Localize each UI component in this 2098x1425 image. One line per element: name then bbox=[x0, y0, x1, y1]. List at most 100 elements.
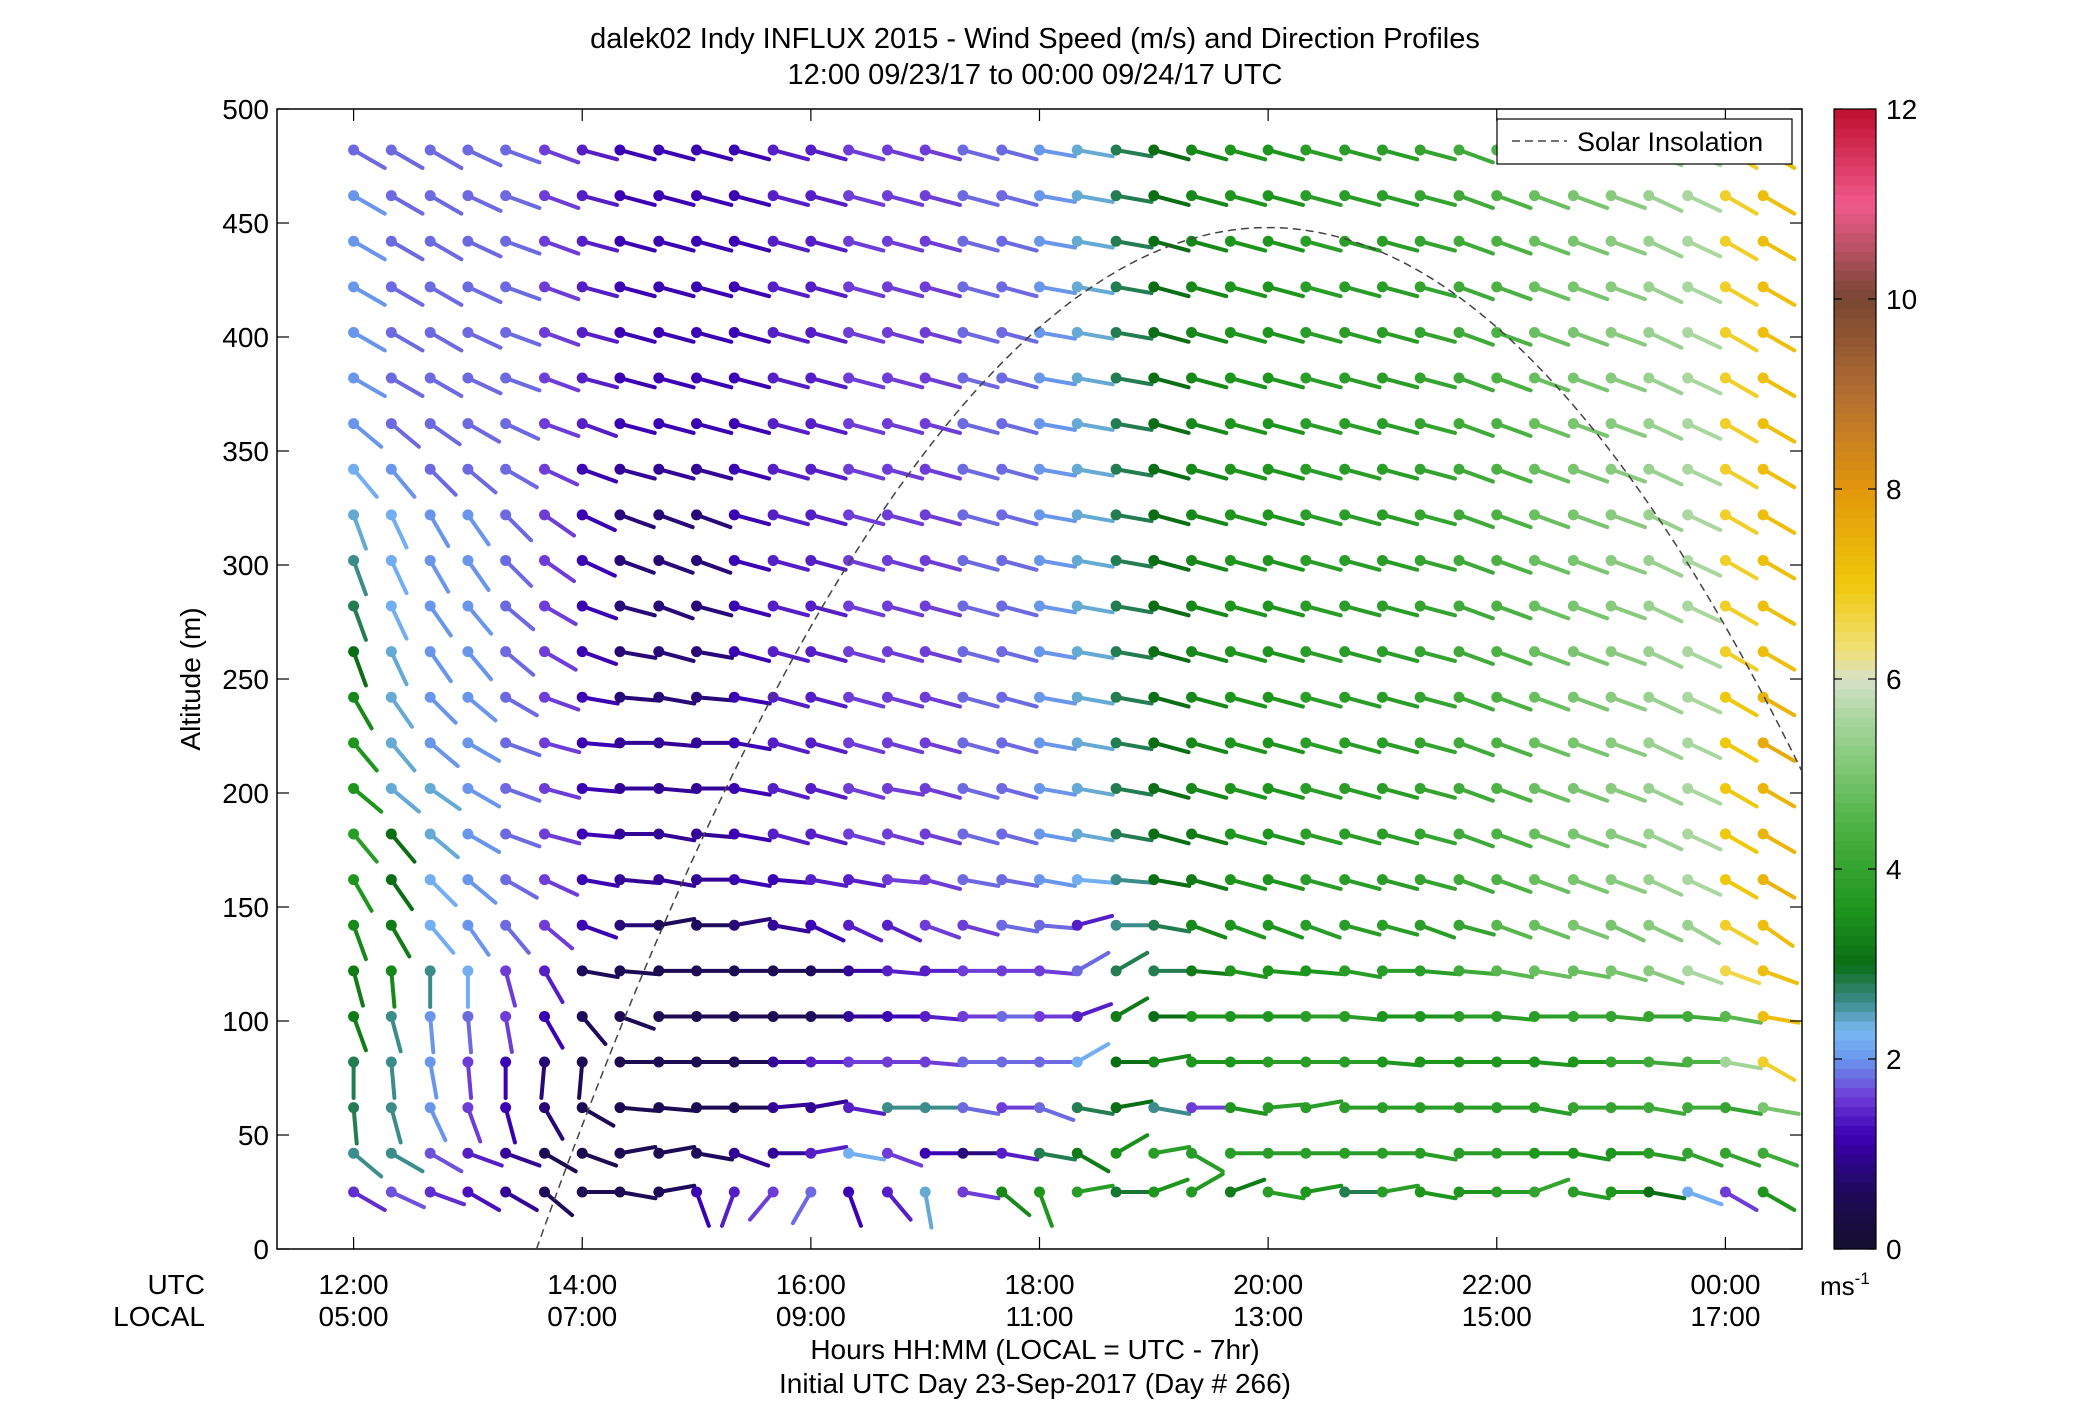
wind-barb-staff bbox=[1189, 284, 1229, 299]
wind-barb-dot bbox=[385, 463, 397, 475]
wind-barb-dot bbox=[1262, 372, 1274, 384]
wind-barb-dot bbox=[1528, 372, 1540, 384]
wind-barb-staff bbox=[1380, 923, 1420, 937]
wind-barb-dot bbox=[691, 600, 703, 612]
wind-barb-dot bbox=[1414, 691, 1426, 703]
wind-barb-dot bbox=[1034, 554, 1045, 566]
wind-barb-dot bbox=[1148, 372, 1160, 384]
wind-barb-dot bbox=[881, 281, 893, 293]
wind-barb-staff bbox=[923, 376, 962, 390]
wind-barb-dot bbox=[1110, 190, 1122, 202]
colorbar-band bbox=[1834, 622, 1876, 633]
wind-barb-dot bbox=[1453, 144, 1465, 156]
colorbar-band bbox=[1834, 346, 1876, 357]
wind-barb-staff bbox=[1114, 649, 1154, 660]
wind-barb-staff bbox=[1532, 832, 1571, 849]
wind-barb-staff bbox=[1494, 968, 1535, 980]
wind-barb-staff bbox=[542, 740, 582, 755]
wind-barb-staff bbox=[999, 284, 1039, 299]
wind-barb-dot bbox=[424, 554, 436, 566]
wind-barb-dot bbox=[1491, 326, 1503, 338]
wind-barb-staff bbox=[960, 284, 1000, 299]
colorbar-band bbox=[1834, 1068, 1876, 1079]
wind-barb-staff bbox=[1685, 649, 1723, 669]
wind-barb-dot bbox=[348, 919, 360, 931]
wind-barb-staff bbox=[694, 193, 734, 207]
wind-barb-staff bbox=[923, 877, 962, 891]
wind-barb-staff bbox=[1303, 649, 1343, 663]
wind-barb-dot bbox=[957, 965, 969, 977]
wind-barb-staff bbox=[465, 649, 494, 682]
wind-barb-staff bbox=[1418, 239, 1457, 253]
wind-barb-staff bbox=[1418, 877, 1457, 891]
wind-barb-dot bbox=[691, 1102, 703, 1114]
wind-barb-staff bbox=[1380, 695, 1420, 709]
wind-barb-dot bbox=[385, 646, 397, 658]
wind-barb-dot bbox=[1262, 418, 1274, 430]
wind-barb-staff bbox=[999, 330, 1039, 344]
wind-barb-dot bbox=[539, 281, 551, 293]
wind-barb-dot bbox=[576, 646, 588, 658]
wind-barb-staff bbox=[1609, 832, 1647, 849]
wind-barb-staff bbox=[1494, 512, 1533, 530]
colorbar-band bbox=[1834, 802, 1876, 813]
colorbar-band bbox=[1834, 1211, 1876, 1222]
wind-barb-dot bbox=[1757, 965, 1769, 977]
wind-barb-staff bbox=[656, 786, 697, 794]
wind-barb-staff bbox=[542, 695, 581, 712]
wind-barb-dot bbox=[1376, 1056, 1388, 1068]
wind-barb-staff bbox=[885, 376, 925, 390]
colorbar-band bbox=[1834, 641, 1876, 652]
wind-barb-dot bbox=[1682, 965, 1694, 977]
wind-barb-dot bbox=[1262, 965, 1274, 977]
wind-barb-staff bbox=[999, 740, 1039, 755]
wind-barb-dot bbox=[462, 235, 474, 247]
wind-barb-dot bbox=[1682, 828, 1694, 840]
wind-barb-staff bbox=[960, 330, 1000, 344]
wind-barb-staff bbox=[960, 786, 1000, 800]
wind-barb-dot bbox=[1757, 326, 1769, 338]
wind-barb-staff bbox=[1571, 786, 1610, 803]
colorbar-band bbox=[1834, 1002, 1876, 1013]
wind-barb-staff bbox=[732, 330, 772, 344]
colorbar-tick-label: 6 bbox=[1886, 664, 1902, 695]
wind-barb-staff bbox=[1571, 968, 1611, 980]
wind-barb-dot bbox=[576, 600, 588, 612]
wind-barb-dot bbox=[691, 1147, 703, 1159]
wind-barb-staff bbox=[1228, 1177, 1267, 1194]
wind-barb-staff bbox=[389, 1014, 403, 1054]
wind-barb-dot bbox=[1300, 1102, 1312, 1114]
wind-barb-staff bbox=[1761, 558, 1797, 581]
wind-barb-staff bbox=[1266, 148, 1305, 162]
y-axis-label: Altitude (m) bbox=[175, 607, 206, 750]
wind-barb-staff bbox=[1342, 695, 1382, 709]
wind-barb-dot bbox=[653, 646, 665, 658]
wind-barb-staff bbox=[1114, 786, 1154, 797]
wind-barb-dot bbox=[576, 281, 588, 293]
wind-barb-staff bbox=[580, 649, 619, 666]
wind-barb-staff bbox=[923, 1060, 964, 1068]
colorbar-band bbox=[1834, 1154, 1876, 1165]
wind-barb-dot bbox=[1453, 1147, 1465, 1159]
wind-barb-staff bbox=[808, 284, 848, 299]
wind-barb-dot bbox=[805, 326, 817, 338]
wind-barb-dot bbox=[1605, 919, 1617, 931]
wind-barb-dot bbox=[462, 509, 474, 521]
wind-barb-staff bbox=[351, 330, 387, 353]
wind-barb-staff bbox=[1075, 695, 1115, 706]
wind-barb-staff bbox=[808, 330, 848, 344]
wind-barb-staff bbox=[1342, 512, 1382, 527]
wind-barb-staff bbox=[1266, 877, 1305, 891]
wind-barb-dot bbox=[1528, 235, 1540, 247]
wind-barb-staff bbox=[1494, 649, 1533, 666]
wind-barb-staff bbox=[617, 193, 657, 207]
wind-barb-dot bbox=[919, 965, 931, 977]
wind-barb-staff bbox=[1114, 421, 1154, 432]
wind-barb-dot bbox=[1643, 874, 1655, 886]
wind-barb-staff bbox=[617, 467, 657, 481]
wind-barb-staff bbox=[1418, 467, 1457, 481]
wind-barb-staff bbox=[1266, 558, 1305, 572]
wind-barb-dot bbox=[1110, 600, 1122, 612]
wind-barb-dot bbox=[1719, 509, 1731, 521]
wind-barb-dot bbox=[691, 463, 703, 475]
